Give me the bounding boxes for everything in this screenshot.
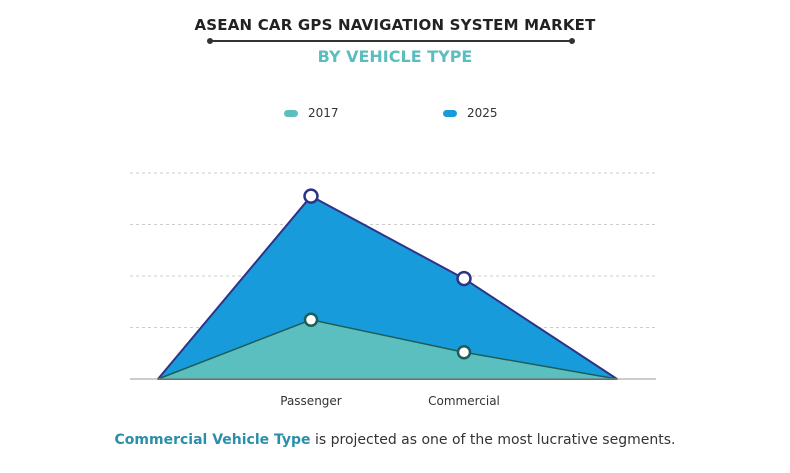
- legend-swatch-2025: [443, 109, 457, 117]
- point-2017-commercial: [456, 344, 472, 360]
- point-2017-passenger: [303, 312, 319, 328]
- chart-title: ASEAN CAR GPS NAVIGATION SYSTEM MARKET: [194, 16, 596, 34]
- underline-dot-left: [207, 38, 213, 44]
- footer-note: Commercial Vehicle Type is projected as …: [0, 432, 790, 448]
- footer-text: is projected as one of the most lucrativ…: [310, 432, 676, 448]
- point-2025-passenger: [303, 188, 319, 204]
- footer-highlight: Commercial Vehicle Type: [114, 432, 311, 448]
- legend-item-2025: 2025: [443, 106, 498, 120]
- legend-item-2017: 2017: [284, 106, 339, 120]
- legend-label-2025: 2025: [467, 106, 498, 120]
- point-2025-commercial: [456, 270, 472, 287]
- underline-dot-right: [569, 38, 575, 44]
- chart-subtitle: BY VEHICLE TYPE: [317, 47, 473, 66]
- legend-swatch-2017: [284, 109, 298, 117]
- x-tick-label-commercial: Commercial: [428, 394, 500, 408]
- legend: 2017 2025: [0, 106, 790, 122]
- title-underline: [207, 38, 575, 44]
- x-tick-label-passenger: Passenger: [280, 394, 342, 408]
- legend-label-2017: 2017: [308, 106, 339, 120]
